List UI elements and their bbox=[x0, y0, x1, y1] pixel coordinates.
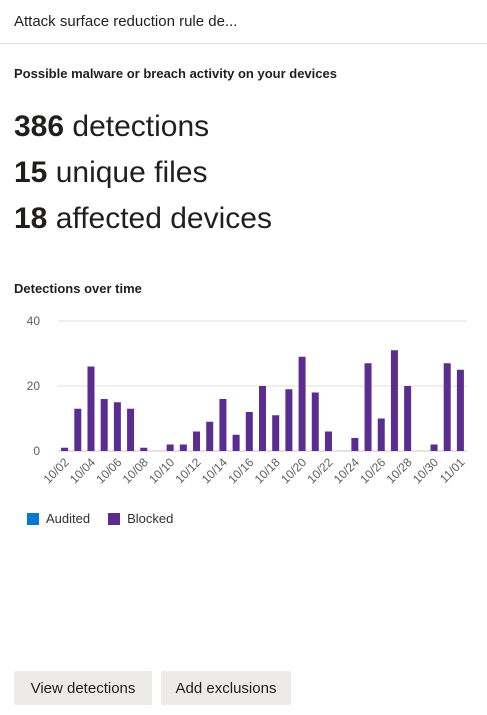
bar-blocked-10-13 bbox=[206, 421, 214, 451]
bar-blocked-10-07 bbox=[127, 408, 135, 451]
bar-blocked-10-28 bbox=[404, 386, 412, 451]
legend-item-audited[interactable]: Audited bbox=[27, 511, 90, 526]
x-tick-label: 10/26 bbox=[357, 455, 388, 486]
y-tick-label: 0 bbox=[33, 444, 40, 458]
bar-blocked-11-01 bbox=[456, 369, 464, 451]
bar-blocked-10-24 bbox=[351, 438, 359, 451]
unique-files-stat: 15 unique files bbox=[14, 155, 207, 191]
x-tick-label: 10/30 bbox=[410, 455, 441, 486]
bar-blocked-10-11 bbox=[179, 444, 187, 451]
legend-swatch-blocked bbox=[108, 512, 121, 525]
x-tick-label: 10/28 bbox=[384, 455, 415, 486]
y-tick-label: 20 bbox=[27, 379, 41, 393]
bar-blocked-10-12 bbox=[193, 431, 201, 451]
legend-item-blocked[interactable]: Blocked bbox=[108, 511, 173, 526]
legend-label-audited: Audited bbox=[46, 511, 91, 526]
summary-subtitle: Possible malware or breach activity on y… bbox=[14, 66, 337, 81]
y-tick-label: 40 bbox=[27, 314, 41, 328]
bar-blocked-10-14 bbox=[219, 399, 227, 451]
bar-blocked-10-10 bbox=[166, 444, 174, 451]
bar-blocked-10-21 bbox=[311, 392, 319, 451]
affected-devices-count: 18 bbox=[14, 202, 48, 235]
bar-blocked-10-22 bbox=[324, 431, 332, 451]
detections-chart: 0 20 40 10/0210/0410/0610/0810/1010/1210/14… bbox=[27, 314, 468, 486]
bar-blocked-10-16 bbox=[245, 412, 253, 451]
bar-blocked-10-25 bbox=[364, 363, 372, 451]
x-tick-label: 10/06 bbox=[93, 455, 124, 486]
x-tick-label: 10/18 bbox=[252, 455, 283, 486]
bar-blocked-10-05 bbox=[100, 399, 108, 451]
bar-blocked-10-27 bbox=[390, 350, 398, 451]
bar-blocked-10-04 bbox=[87, 366, 95, 451]
bar-blocked-10-19 bbox=[285, 389, 293, 451]
x-tick-label: 10/04 bbox=[67, 455, 98, 486]
x-tick-label: 10/20 bbox=[278, 455, 309, 486]
x-tick-label: 10/24 bbox=[331, 455, 362, 486]
view-detections-button[interactable]: View detections bbox=[14, 671, 152, 705]
detections-count: 386 bbox=[14, 110, 65, 143]
affected-devices-label: affected devices bbox=[47, 202, 272, 235]
bar-blocked-10-17 bbox=[259, 386, 266, 451]
legend-label-blocked: Blocked bbox=[127, 511, 174, 526]
panel-title: Attack surface reduction rule de... bbox=[14, 13, 238, 30]
x-tick-label: 10/12 bbox=[173, 455, 204, 486]
panel-header: Attack surface reduction rule de... bbox=[0, 0, 487, 44]
x-tick-label: 10/02 bbox=[41, 455, 72, 486]
legend-swatch-audited bbox=[27, 512, 39, 525]
unique-files-count: 15 bbox=[14, 156, 48, 189]
chart-legend: Audited Blocked bbox=[27, 511, 191, 526]
chart-title: Detections over time bbox=[14, 281, 142, 296]
x-tick-label: 10/10 bbox=[146, 455, 177, 486]
detections-label: detections bbox=[64, 110, 210, 143]
bar-blocked-10-30 bbox=[430, 444, 438, 451]
x-tick-label: 10/08 bbox=[120, 455, 151, 486]
bar-blocked-10-26 bbox=[377, 418, 385, 451]
bar-blocked-10-15 bbox=[232, 434, 240, 451]
x-tick-label: 10/14 bbox=[199, 455, 230, 486]
detections-stat: 386 detections bbox=[14, 109, 209, 145]
bar-blocked-10-18 bbox=[272, 415, 280, 451]
affected-devices-stat: 18 affected devices bbox=[14, 201, 272, 237]
x-tick-label: 10/16 bbox=[225, 455, 256, 486]
x-tick-label: 10/22 bbox=[304, 455, 335, 486]
bar-blocked-10-06 bbox=[113, 402, 121, 451]
unique-files-label: unique files bbox=[47, 156, 208, 189]
x-tick-label: 11/01 bbox=[437, 455, 468, 486]
bar-blocked-10-20 bbox=[298, 356, 306, 451]
bar-blocked-10-31 bbox=[443, 363, 451, 451]
bar-blocked-10-02 bbox=[61, 447, 69, 451]
add-exclusions-button[interactable]: Add exclusions bbox=[161, 671, 291, 705]
bar-blocked-10-08 bbox=[140, 447, 148, 451]
bar-blocked-10-03 bbox=[74, 408, 82, 451]
